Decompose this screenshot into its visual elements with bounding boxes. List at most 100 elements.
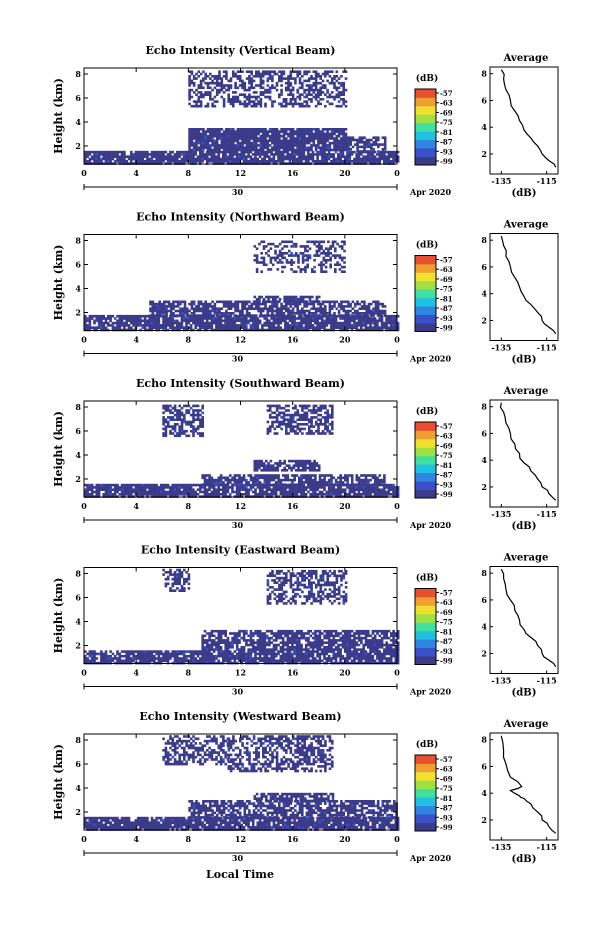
echo-cell: [253, 466, 257, 470]
echo-cell: [206, 481, 209, 484]
echo-cell: [253, 459, 257, 463]
echo-cell: [192, 146, 196, 149]
echo-cell: [346, 317, 349, 320]
echo-cell: [355, 493, 358, 496]
echo-cell: [339, 157, 342, 161]
echo-cell: [290, 300, 293, 303]
echo-cell: [263, 486, 266, 489]
echo-cell: [299, 268, 303, 271]
echo-cell: [248, 132, 251, 136]
echo-cell: [165, 312, 168, 315]
echo-cell: [376, 309, 380, 313]
echo-cell: [257, 132, 260, 136]
echo-cell: [310, 130, 313, 133]
echo-cell: [155, 155, 158, 158]
echo-cell: [389, 317, 393, 320]
echo-cell: [344, 70, 348, 73]
echo-cell: [231, 324, 234, 327]
echo-cell: [396, 488, 400, 491]
echo-cell: [343, 261, 346, 264]
echo-cell: [280, 77, 283, 80]
echo-cell: [176, 302, 180, 306]
echo-cell: [336, 261, 339, 264]
echo-cell: [188, 84, 191, 87]
echo-cell: [182, 493, 186, 496]
echo-cell: [150, 486, 154, 489]
echo-cell: [143, 490, 147, 494]
echo-cell: [319, 88, 322, 92]
echo-cell: [378, 474, 382, 477]
echo-cell: [314, 134, 318, 138]
echo-cell: [356, 143, 359, 146]
echo-cell: [339, 481, 342, 484]
echo-cell: [300, 326, 303, 329]
echo-cell: [165, 314, 168, 317]
echo-cell: [266, 148, 270, 152]
echo-cell: [206, 84, 210, 87]
echo-cell: [111, 326, 115, 329]
echo-cell: [378, 483, 382, 486]
echo-cell: [288, 493, 292, 496]
echo-cell: [325, 314, 329, 318]
echo-cell: [162, 324, 165, 327]
echo-cell: [278, 309, 281, 313]
echo-cell: [313, 464, 316, 467]
echo-cell: [118, 160, 122, 163]
echo-cell: [300, 314, 303, 318]
echo-cell: [318, 481, 322, 484]
echo-cell: [311, 474, 315, 477]
echo-cell: [373, 155, 377, 158]
echo-cell: [355, 317, 358, 320]
echo-cell: [253, 295, 257, 299]
echo-cell: [189, 314, 193, 318]
echo-cell: [233, 319, 237, 323]
echo-cell: [291, 137, 295, 140]
echo-cell: [125, 314, 128, 318]
echo-cell: [204, 91, 207, 94]
echo-cell: [350, 490, 354, 494]
echo-cell: [295, 317, 299, 320]
echo-cell: [248, 98, 251, 101]
echo-cell: [343, 321, 347, 325]
echo-cell: [187, 420, 191, 424]
echo-cell: [88, 483, 92, 487]
echo-cell: [206, 128, 210, 131]
echo-cell: [192, 137, 196, 140]
echo-cell: [337, 305, 341, 308]
echo-cell: [330, 77, 334, 80]
colorbar-frame: [414, 255, 437, 332]
echo-cell: [250, 314, 253, 317]
echo-cell: [141, 326, 145, 329]
echo-cell: [176, 418, 179, 421]
echo-cell: [321, 98, 325, 101]
echo-cell: [301, 298, 305, 301]
echo-cell: [360, 150, 364, 153]
echo-cell: [162, 321, 165, 325]
echo-cell: [369, 488, 372, 491]
echo-cell: [162, 155, 165, 158]
echo-cell: [374, 138, 378, 142]
echo-cell: [323, 319, 326, 323]
echo-cell: [262, 469, 266, 472]
echo-cell: [312, 84, 316, 87]
colorbar-segment: [415, 97, 436, 107]
echo-cell: [268, 72, 272, 76]
echo-cell: [312, 128, 316, 131]
echo-cell: [268, 88, 272, 92]
echo-cell: [296, 70, 299, 73]
echo-cell: [213, 100, 217, 103]
echo-cell: [158, 312, 161, 315]
echo-cell: [136, 319, 140, 323]
echo-cell: [367, 141, 371, 144]
echo-cell: [233, 324, 237, 327]
echo-cell: [353, 493, 356, 496]
echo-cell: [378, 150, 381, 154]
echo-cell: [301, 144, 304, 147]
echo-cell: [326, 130, 329, 133]
echo-cell: [275, 84, 279, 87]
echo-cell: [241, 70, 244, 73]
echo-cell: [171, 416, 175, 419]
echo-cell: [270, 483, 273, 487]
echo-cell: [232, 100, 235, 103]
echo-cell: [328, 309, 332, 313]
